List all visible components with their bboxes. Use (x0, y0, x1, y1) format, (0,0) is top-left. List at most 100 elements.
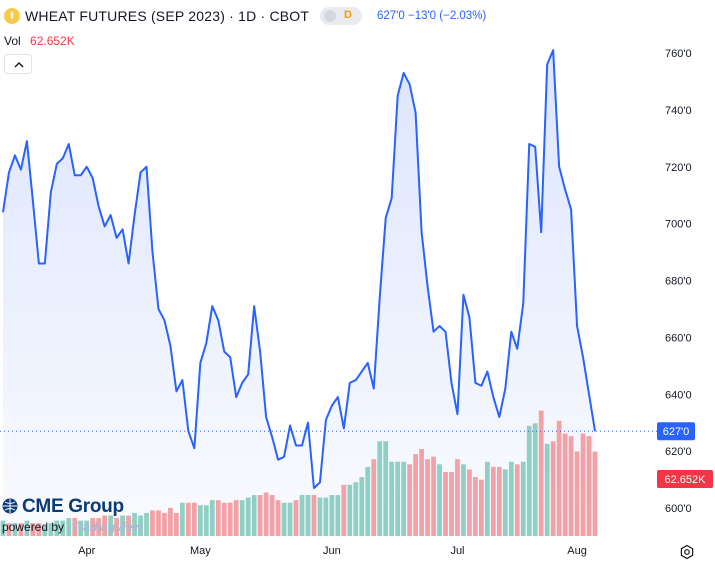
volume-bar (174, 512, 179, 536)
y-tick-label: 640'0 (665, 389, 692, 401)
cme-globe-icon (2, 498, 18, 514)
volume-bar (18, 523, 24, 536)
volume-bar (413, 454, 418, 536)
last-volume-label: 62.652K (665, 474, 707, 486)
volume-bar (138, 515, 143, 536)
volume-bar (305, 495, 311, 536)
last-price-tag (657, 422, 695, 441)
y-tick-label: 700'0 (665, 219, 692, 231)
volume-bar (293, 500, 299, 536)
volume-bar (520, 461, 526, 536)
volume-bar (126, 515, 131, 536)
symbol-logo-icon[interactable] (4, 8, 20, 24)
volume-bar (90, 518, 96, 536)
volume-bar (78, 520, 84, 536)
volume-bar (586, 436, 592, 536)
volume-bar (185, 502, 191, 536)
volume-bar (365, 466, 371, 536)
powered-prefix: powered by (2, 520, 65, 534)
volume-value: 62.652K (30, 34, 75, 48)
volume-bar (311, 495, 317, 536)
volume-bar (269, 495, 275, 536)
volume-bar (54, 520, 60, 536)
mode-letter: D (344, 9, 352, 21)
volume-bar (287, 502, 293, 536)
volume-bar (251, 495, 257, 536)
volume-bar (180, 502, 185, 536)
volume-bar (281, 502, 287, 536)
x-tick-label: Apr (78, 545, 95, 557)
volume-bar (36, 523, 42, 536)
volume-bar (24, 520, 30, 536)
price-change-quote: 627'0 −13'0 (−2.03%) (377, 10, 487, 22)
volume-bar (335, 495, 341, 536)
volume-bar (490, 466, 496, 536)
cme-tradingview-watermark: CME Group powered by TradingView (2, 496, 152, 536)
volume-legend[interactable]: Vol 62.652K (4, 34, 75, 48)
volume-bar (257, 495, 263, 536)
volume-bar (473, 477, 478, 536)
volume-bar (592, 451, 598, 536)
tradingview-brand: TradingView (71, 520, 143, 534)
volume-bar (197, 505, 203, 536)
volume-bar (215, 500, 221, 536)
volume-bar (239, 500, 245, 536)
volume-bar (401, 461, 407, 536)
collapse-legend-button[interactable] (4, 54, 32, 74)
volume-bar (359, 477, 365, 536)
last-price-label: 627'0 (663, 426, 690, 438)
volume-bar (323, 497, 329, 536)
y-tick-label: 660'0 (665, 332, 692, 344)
symbol-title[interactable]: WHEAT FUTURES (SEP 2023) · 1D · CBOT (25, 8, 310, 24)
volume-bar (96, 518, 102, 536)
volume-bar (419, 448, 424, 536)
volume-bar (437, 464, 442, 536)
volume-bar (191, 502, 197, 536)
volume-bar (227, 502, 233, 536)
y-tick-label: 760'0 (665, 48, 692, 60)
volume-bar (407, 464, 413, 536)
volume-bar (108, 515, 114, 536)
volume-bar (102, 515, 108, 536)
volume-bar (114, 518, 119, 536)
volume-bar (479, 479, 484, 536)
volume-bar (132, 512, 137, 536)
volume-bar (538, 410, 544, 536)
x-tick-label: Jun (323, 545, 341, 557)
volume-bar (544, 443, 550, 536)
volume-bar (353, 482, 359, 536)
gear-icon (680, 544, 694, 560)
y-tick-label: 680'0 (665, 276, 692, 288)
volume-bar (144, 512, 149, 536)
volume-bar (371, 459, 377, 536)
volume-bar (317, 497, 323, 536)
volume-bar (508, 461, 514, 536)
volume-bar (580, 433, 586, 536)
volume-bar (496, 466, 502, 536)
volume-bar (532, 423, 538, 536)
volume-bar (443, 472, 448, 536)
chart-settings-button[interactable] (679, 544, 695, 560)
volume-bar (377, 441, 383, 536)
volume-bar (275, 500, 281, 536)
volume-bar (162, 512, 167, 536)
volume-bar (502, 469, 508, 536)
volume-bar (299, 495, 305, 536)
volume-bar (562, 433, 568, 536)
powered-by-text: powered by TradingView (2, 520, 142, 534)
volume-bar (6, 523, 12, 536)
y-tick-label: 720'0 (665, 162, 692, 174)
chevron-up-icon (14, 62, 24, 68)
session-mode-toggle[interactable]: D (320, 7, 362, 25)
volume-bar (383, 441, 389, 536)
volume-bar (341, 484, 347, 536)
volume-bar (455, 459, 460, 536)
y-tick-label: 620'0 (665, 446, 692, 458)
toggle-dot-icon (324, 10, 336, 22)
x-tick-label: May (190, 545, 211, 557)
volume-bar (431, 456, 436, 536)
volume-bar (263, 492, 269, 536)
volume-bar (461, 464, 466, 536)
volume-bar (574, 451, 580, 536)
